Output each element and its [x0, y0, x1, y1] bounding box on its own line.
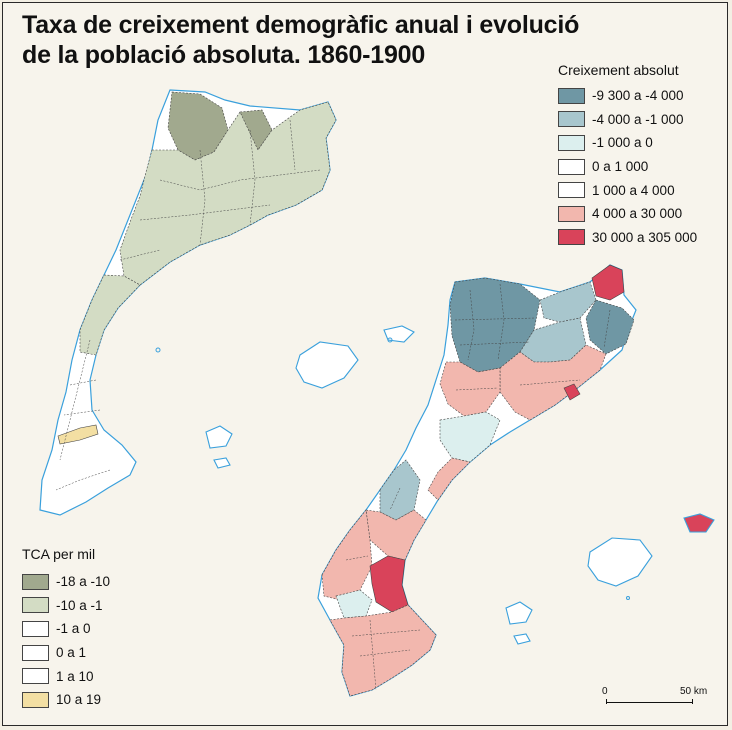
- tca-formentera: [213, 457, 231, 469]
- abs-light-blue-castello: [379, 459, 421, 521]
- abs-pink-south-tarragona: [427, 457, 471, 501]
- abs-dark-blue-pyrenees: [449, 277, 541, 373]
- legend-label: -1 a 0: [56, 621, 91, 637]
- map-title: Taxa de creixement demogràfic anual i ev…: [22, 10, 662, 70]
- legend-label: -1 000 a 0: [592, 135, 653, 151]
- scale-line: [606, 702, 692, 703]
- legend-swatch: [22, 573, 49, 590]
- legend-swatch: [22, 597, 49, 614]
- tca-map: [39, 89, 415, 516]
- legend-label: 30 000 a 305 000: [592, 229, 698, 245]
- abs-formentera: [513, 633, 531, 645]
- legend-item: 1 000 a 4 000: [558, 178, 697, 202]
- legend-item: 0 a 1: [22, 641, 110, 665]
- abs-pink-valencia-inland: [321, 509, 373, 601]
- legend-swatch: [22, 691, 49, 708]
- scale-bar: 0 50 km: [602, 686, 712, 710]
- legend-label: -9 300 a -4 000: [592, 88, 684, 104]
- legend-label: -18 a -10: [56, 574, 111, 590]
- legend-label: 1 000 a 4 000: [592, 182, 675, 198]
- abs-mallorca: [587, 537, 653, 587]
- scale-start-label: 0: [602, 686, 608, 697]
- title-line-2: de la població absoluta. 1860-1900: [22, 41, 426, 69]
- legend-label: 4 000 a 30 000: [592, 206, 683, 222]
- abs-eivissa: [505, 601, 533, 625]
- legend-absolute-growth: Creixement absolut -9 300 a -4 000 -4 00…: [558, 62, 697, 249]
- legend-swatch: [22, 668, 49, 685]
- tca-mallorca: [295, 341, 359, 389]
- legend-swatch: [558, 158, 585, 175]
- legend-swatch: [558, 134, 585, 151]
- legend-item: 30 000 a 305 000: [558, 226, 697, 250]
- legend-swatch: [558, 229, 585, 246]
- legend-item: 10 a 19: [22, 688, 110, 712]
- tca-district-borders: [55, 119, 321, 491]
- legend-item: -1 000 a 0: [558, 131, 697, 155]
- legend-swatch: [558, 182, 585, 199]
- absolute-map: [317, 264, 715, 697]
- tca-yellow-area: [57, 424, 99, 445]
- legend-item: -4 000 a -1 000: [558, 108, 697, 132]
- abs-pink-alacant: [329, 604, 437, 697]
- legend-label: -10 a -1: [56, 597, 103, 613]
- legend-absolute-title: Creixement absolut: [558, 62, 679, 78]
- legend-item: 4 000 a 30 000: [558, 202, 697, 226]
- legend-swatch: [558, 205, 585, 222]
- legend-label: 0 a 1 000: [592, 159, 649, 175]
- legend-swatch: [558, 111, 585, 128]
- legend-label: 10 a 19: [56, 692, 102, 708]
- legend-tca: TCA per mil -18 a -10 -10 a -1 -1 a 0 0 …: [22, 546, 110, 712]
- legend-item: 1 a 10: [22, 664, 110, 688]
- legend-swatch: [22, 644, 49, 661]
- scale-tick: [692, 699, 693, 704]
- abs-red-girona: [591, 264, 625, 301]
- legend-swatch: [22, 620, 49, 637]
- abs-district-borders: [345, 283, 611, 691]
- abs-light-cyan-tarragona: [439, 411, 501, 463]
- scale-end-label: 50 km: [680, 686, 708, 697]
- abs-dark-blue-east: [585, 299, 635, 355]
- scale-tick: [606, 699, 607, 704]
- abs-light-blue-1: [539, 281, 597, 323]
- abs-light-cyan-valencia: [335, 589, 373, 619]
- legend-label: 1 a 10: [56, 668, 94, 684]
- legend-item: -18 a -10: [22, 570, 110, 594]
- abs-red-barcelona: [563, 383, 581, 401]
- legend-item: -9 300 a -4 000: [558, 84, 697, 108]
- legend-swatch: [558, 87, 585, 104]
- legend-label: 0 a 1: [56, 645, 87, 661]
- legend-label: -4 000 a -1 000: [592, 111, 684, 127]
- tca-light-region-south: [79, 274, 141, 356]
- legend-item: -1 a 0: [22, 617, 110, 641]
- abs-pink-castello: [365, 509, 427, 561]
- legend-item: 0 a 1 000: [558, 155, 697, 179]
- legend-tca-title: TCA per mil: [22, 546, 96, 562]
- legend-item: -10 a -1: [22, 594, 110, 618]
- abs-menorca: [683, 513, 715, 533]
- title-line-1: Taxa de creixement demogràfic anual i ev…: [22, 11, 580, 39]
- tca-light-region-north: [119, 101, 337, 286]
- tca-eivissa: [205, 425, 233, 449]
- abs-pink-lleida: [439, 361, 501, 417]
